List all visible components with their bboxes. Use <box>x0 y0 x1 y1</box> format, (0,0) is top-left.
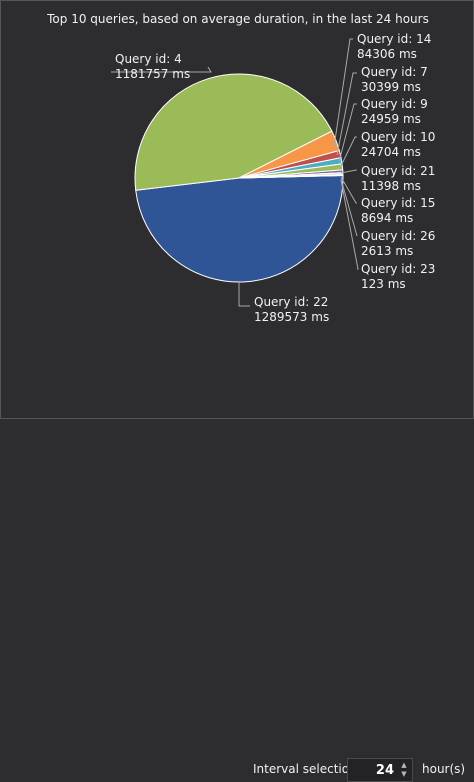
label-leader-line <box>338 103 357 163</box>
slice-label-query-id: Query id: 9 <box>361 97 428 111</box>
label-leader-line <box>340 179 359 270</box>
chart-title: Top 10 queries, based on average duratio… <box>47 12 429 26</box>
label-leader-line <box>340 176 357 204</box>
slice-label-duration: 8694 ms <box>361 211 413 225</box>
slice-label-duration: 11398 ms <box>361 179 421 193</box>
label-leader-line <box>333 38 353 148</box>
chevron-down-icon[interactable]: ▼ <box>401 770 407 778</box>
slice-label-query-id: Query id: 4 <box>115 52 182 66</box>
interval-selection-label: Interval selection <box>253 762 357 776</box>
slice-label-duration: 84306 ms <box>357 47 417 61</box>
pie-slice <box>134 73 333 191</box>
slice-label-duration: 24959 ms <box>361 112 421 126</box>
slice-label-duration: 1181757 ms <box>115 67 190 81</box>
slice-label-duration: 24704 ms <box>361 145 421 159</box>
chart-area: Top 10 queries, based on average duratio… <box>1 1 474 371</box>
label-leader-line <box>340 178 358 237</box>
pie-slice <box>238 174 344 179</box>
interval-unit-label: hour(s) <box>422 762 466 776</box>
slice-label-query-id: Query id: 23 <box>361 262 435 276</box>
label-leader-line <box>111 66 212 73</box>
slice-label-query-id: Query id: 15 <box>361 196 435 210</box>
slice-label-duration: 30399 ms <box>361 80 421 94</box>
slice-label-query-id: Query id: 7 <box>361 65 428 79</box>
interval-value: 24 <box>375 763 394 778</box>
label-leader-line <box>339 136 357 169</box>
label-leader-line <box>336 72 357 156</box>
slice-label-query-id: Query id: 22 <box>254 295 328 309</box>
slice-label-query-id: Query id: 14 <box>357 32 431 46</box>
pie-slice <box>135 174 344 283</box>
slice-label-duration: 2613 ms <box>361 244 413 258</box>
slice-label-duration: 1289573 ms <box>254 310 329 324</box>
slice-label-query-id: Query id: 10 <box>361 130 435 144</box>
label-leader-line <box>340 169 357 174</box>
interval-footer: Interval selection 24 ▲ ▼ hour(s) <box>1 378 474 782</box>
chevron-up-icon[interactable]: ▲ <box>401 761 407 769</box>
label-leader-line <box>238 281 250 307</box>
slice-label-duration: 123 ms <box>361 277 406 291</box>
slice-label-query-id: Query id: 26 <box>361 229 435 243</box>
interval-selection-input[interactable]: 24 ▲ ▼ <box>347 758 413 782</box>
slice-label-query-id: Query id: 21 <box>361 164 435 178</box>
